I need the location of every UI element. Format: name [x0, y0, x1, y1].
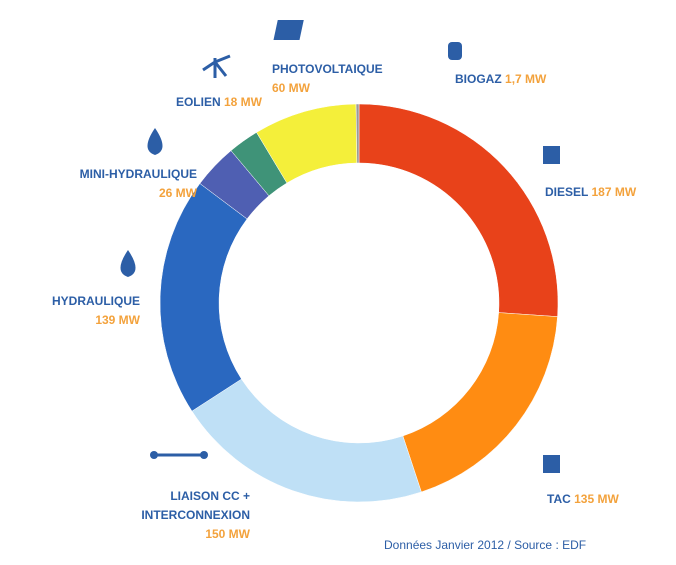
biogas-icon: [448, 42, 462, 60]
slice: [159, 183, 248, 412]
category-label: BIOGAZ: [455, 72, 502, 86]
category-label: MINI-HYDRAULIQUE: [79, 167, 197, 181]
category-label: TAC: [547, 492, 571, 506]
slice-label: PHOTOVOLTAIQUE 60 MW: [272, 60, 383, 98]
slice-label: DIESEL 187 MW: [545, 183, 636, 202]
category-label: DIESEL: [545, 185, 589, 199]
icons: [120, 20, 560, 473]
slice-label: BIOGAZ 1,7 MW: [455, 70, 546, 89]
category-label: HYDRAULIQUE: [51, 294, 140, 308]
value-label: 1,7 MW: [505, 72, 547, 86]
solar-icon: [273, 20, 304, 40]
slice-label: EOLIEN 18 MW: [60, 93, 262, 112]
value-label: 150 MW: [205, 527, 250, 541]
slice: [358, 103, 559, 317]
wind-icon: [202, 54, 231, 78]
value-label: 139 MW: [95, 313, 140, 327]
value-label: 135 MW: [574, 492, 619, 506]
drop-icon: [120, 250, 136, 277]
category-label: LIAISON CC + INTERCONNEXION: [141, 489, 250, 522]
slice-label: MINI-HYDRAULIQUE 26 MW: [10, 165, 197, 203]
slice: [355, 103, 360, 164]
value-label: 60 MW: [272, 81, 311, 95]
category-label: EOLIEN: [175, 95, 221, 109]
factory-icon: [543, 146, 560, 164]
factory-icon: [543, 455, 560, 473]
slice-label: HYDRAULIQUE 139 MW: [10, 292, 140, 330]
slice: [402, 312, 558, 493]
source: Données Janvier 2012 / Source : EDF: [384, 538, 587, 552]
slice-label: LIAISON CC + INTERCONNEXION 150 MW: [100, 487, 250, 544]
slice: [191, 378, 422, 503]
link-icon: [200, 451, 208, 459]
value-label: 187 MW: [591, 185, 637, 199]
value-label: 26 MW: [158, 186, 197, 200]
slice-label: TAC 135 MW: [547, 490, 619, 509]
link-icon: [150, 451, 158, 459]
category-label: PHOTOVOLTAIQUE: [272, 62, 383, 76]
value-label: 18 MW: [223, 95, 262, 109]
drop-icon: [147, 128, 163, 155]
